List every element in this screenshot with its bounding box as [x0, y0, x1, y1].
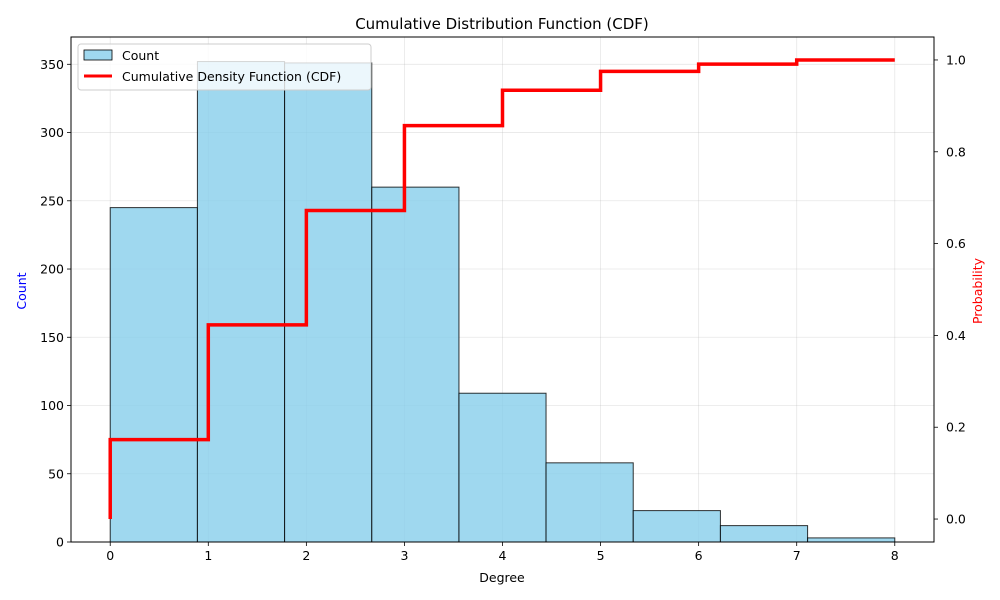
- histogram-bar: [196, 61, 286, 543]
- y2-tick-label: 0.2: [946, 420, 966, 435]
- histogram-bar: [284, 62, 373, 543]
- y2-tick-label: 0.8: [946, 144, 966, 159]
- y-tick-label: 100: [40, 398, 64, 413]
- legend-box: [77, 43, 372, 91]
- y-tick-label: 0: [56, 535, 64, 550]
- y-tick-label: 200: [40, 262, 64, 277]
- y2-tick-label: 0.0: [946, 512, 966, 527]
- cdf-line-layer: [108, 58, 895, 520]
- x-tick-label: 1: [204, 548, 212, 563]
- y2-axis-title: Probability: [970, 257, 985, 324]
- y-axis-right: 0.0 0.2 0.4 0.6 0.8 1.0: [934, 52, 966, 527]
- histogram-bar: [545, 462, 634, 543]
- x-axis: 0 1 2 3 4 5 6 7 8: [106, 542, 899, 563]
- y-tick-label: 300: [40, 125, 64, 140]
- y-tick-label: 50: [48, 466, 64, 481]
- legend: Count Cumulative Density Function (CDF): [77, 43, 372, 91]
- histogram-bar: [458, 392, 547, 543]
- y-axis-title: Count: [14, 272, 29, 309]
- histogram-bar: [109, 207, 198, 543]
- x-tick-label: 7: [793, 548, 801, 563]
- chart-title: Cumulative Distribution Function (CDF): [355, 15, 649, 33]
- histogram-bar: [371, 186, 460, 543]
- histogram-bar: [807, 537, 896, 543]
- y-tick-label: 250: [40, 193, 64, 208]
- cdf-line: [108, 58, 895, 520]
- y2-tick-label: 0.6: [946, 236, 966, 251]
- histogram-bar: [632, 510, 721, 543]
- y-axis-left: 0 50 100 150 200 250 300 350: [40, 57, 71, 550]
- x-tick-label: 2: [302, 548, 310, 563]
- x-tick-label: 6: [695, 548, 703, 563]
- legend-label-cdf: Cumulative Density Function (CDF): [122, 69, 341, 84]
- legend-swatch-count: [83, 49, 113, 61]
- x-tick-label: 5: [597, 548, 605, 563]
- histogram-bar: [719, 525, 809, 543]
- y2-tick-label: 1.0: [946, 52, 966, 67]
- legend-label-count: Count: [122, 48, 159, 63]
- y-tick-label: 350: [40, 57, 64, 72]
- x-tick-label: 3: [400, 548, 408, 563]
- x-tick-label: 4: [499, 548, 507, 563]
- histogram-bars: [109, 61, 896, 543]
- y2-tick-label: 0.4: [946, 328, 966, 343]
- x-tick-label: 8: [891, 548, 899, 563]
- y-tick-label: 150: [40, 330, 64, 345]
- x-axis-title: Degree: [479, 570, 525, 585]
- x-tick-label: 0: [106, 548, 114, 563]
